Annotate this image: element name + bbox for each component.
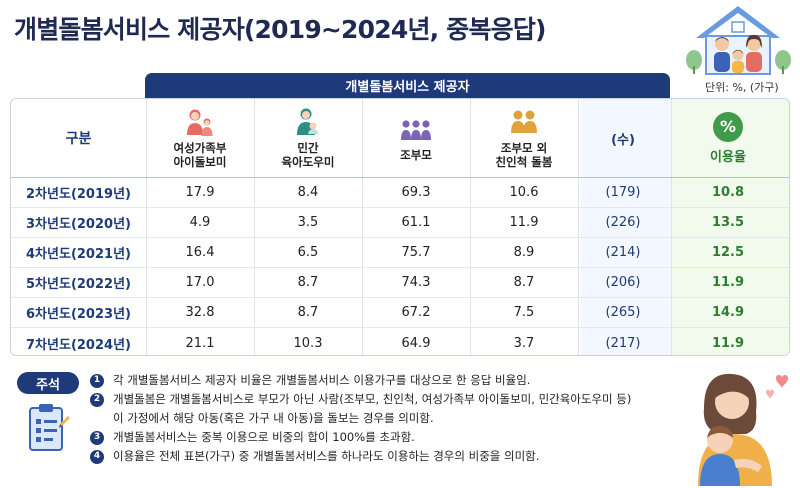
- header-grandparents: 조부모: [362, 99, 470, 177]
- cell-private: 10.3: [293, 335, 323, 351]
- table-row: 5차년도(2022년) 17.0 8.7 74.3 8.7 (206) 11.9: [11, 268, 789, 298]
- column-divider: [146, 99, 147, 355]
- page-title: 개별돌봄서비스 제공자(2019~2024년, 중복응답): [14, 15, 546, 44]
- cell-relatives: 8.9: [513, 245, 535, 260]
- column-divider: [470, 99, 471, 355]
- cell-usage: 11.9: [711, 275, 745, 290]
- header-relatives: 조부모 외 친인척 돌봄: [470, 99, 578, 177]
- header-mogef-babysitter: 여성가족부 아이돌보미: [146, 99, 254, 177]
- cell-mogef: 21.1: [185, 335, 215, 351]
- note-number: 4: [90, 449, 104, 464]
- count-column-shade: [581, 99, 671, 355]
- column-divider: [254, 99, 255, 355]
- row-label: 2차년도(2019년): [26, 187, 131, 202]
- column-divider: [362, 99, 363, 355]
- column-divider: [671, 99, 672, 355]
- usage-column-shade: [671, 99, 789, 355]
- header-mogef-babysitter-label: 여성가족부 아이돌보미: [173, 141, 227, 169]
- header-grandparents-label: 조부모: [400, 148, 432, 162]
- cell-usage: 14.9: [711, 305, 745, 320]
- cell-usage: 10.8: [711, 185, 745, 200]
- unit-label: 단위: %, (가구): [705, 81, 779, 94]
- provider-header-band: 개별돌봄서비스 제공자: [145, 73, 670, 98]
- cell-mogef: 17.9: [185, 185, 215, 200]
- cell-relatives: 7.5: [513, 305, 535, 320]
- note-item: 3 개별돌봄서비스는 중복 이용으로 비중의 합이 100%를 초과함.: [90, 428, 700, 447]
- note-number: 1: [90, 373, 104, 388]
- clipboard-icon: [29, 404, 70, 451]
- family-house-icon: [686, 6, 791, 75]
- table-row: 3차년도(2020년) 4.9 3.5 61.1 11.9 (226) 13.5: [11, 208, 789, 238]
- row-label: 3차년도(2020년): [26, 217, 131, 232]
- row-label: 4차년도(2021년): [26, 247, 131, 262]
- notes-list: 1 각 개별돌봄서비스 제공자 비율은 개별돌봄서비스 이용가구를 대상으로 한…: [90, 371, 700, 466]
- cell-relatives: 8.7: [513, 275, 535, 290]
- cell-mogef: 4.9: [189, 215, 211, 230]
- percent-icon: %: [713, 111, 743, 142]
- count-header: (수): [611, 132, 635, 148]
- cell-count: (265): [605, 305, 641, 320]
- table-header-row: 구분 여성가족부 아이돌보미: [11, 99, 789, 178]
- note-item: 4 이용율은 전체 표본(가구) 중 개별돌봄서비스를 하나라도 이용하는 경우…: [90, 447, 700, 466]
- cell-count: (206): [605, 275, 641, 290]
- cell-private: 3.5: [297, 215, 319, 230]
- usage-header-label: 이용율: [710, 149, 746, 165]
- usage-header: % 이용율: [668, 99, 788, 177]
- cell-grandparents: 69.3: [401, 185, 431, 200]
- cell-usage: 11.9: [711, 335, 745, 351]
- relatives-icon: [511, 110, 537, 133]
- grandparents-icon: [401, 120, 431, 140]
- data-table: 구분 여성가족부 아이돌보미: [10, 98, 790, 356]
- nanny-baby-icon: [297, 108, 318, 135]
- cell-mogef: 16.4: [185, 245, 215, 260]
- table-row: 2차년도(2019년) 17.9 8.4 69.3 10.6 (179) 10.…: [11, 178, 789, 208]
- cell-mogef: 17.0: [185, 275, 215, 290]
- header-private-nanny: 민간 육아도우미: [254, 99, 362, 177]
- note-number: 3: [90, 430, 104, 445]
- cell-grandparents: 64.9: [401, 335, 431, 351]
- row-label: 6차년도(2023년): [26, 307, 131, 322]
- table-row: 4차년도(2021년) 16.4 6.5 75.7 8.9 (214) 12.5: [11, 238, 789, 268]
- category-header: 구분: [65, 131, 92, 147]
- note-item: 1 각 개별돌봄서비스 제공자 비율은 개별돌봄서비스 이용가구를 대상으로 한…: [90, 371, 700, 390]
- mother-children-icon: [187, 109, 213, 136]
- cell-count: (214): [605, 245, 641, 260]
- cell-grandparents: 75.7: [401, 245, 431, 260]
- mother-child-illustration-icon: [698, 373, 788, 486]
- row-label: 7차년도(2024년): [26, 337, 131, 353]
- cell-grandparents: 74.3: [401, 275, 431, 290]
- table-row: 7차년도(2024년) 21.1 10.3 64.9 3.7 (217) 11.…: [11, 328, 789, 355]
- note-number: 2: [90, 392, 104, 407]
- cell-private: 8.4: [297, 185, 319, 200]
- cell-grandparents: 61.1: [401, 215, 431, 230]
- cell-count: (226): [605, 215, 641, 230]
- header-relatives-label: 조부모 외 친인척 돌봄: [495, 141, 553, 169]
- cell-count: (217): [605, 335, 641, 351]
- cell-private: 8.7: [297, 275, 319, 290]
- row-label: 5차년도(2022년): [26, 277, 131, 292]
- cell-private: 8.7: [297, 305, 319, 320]
- cell-private: 6.5: [297, 245, 319, 260]
- column-divider: [578, 99, 579, 355]
- cell-usage: 12.5: [711, 245, 745, 260]
- cell-grandparents: 67.2: [401, 305, 431, 320]
- cell-count: (179): [605, 185, 641, 200]
- cell-relatives: 10.6: [509, 185, 539, 200]
- cell-relatives: 3.7: [513, 335, 535, 351]
- header-private-nanny-label: 민간 육아도우미: [281, 141, 335, 169]
- notes-label: 주석: [17, 372, 79, 394]
- cell-mogef: 32.8: [185, 305, 215, 320]
- note-item: 2 개별돌봄은 개별돌봄서비스로 부모가 아닌 사람(조부모, 친인척, 여성가…: [90, 390, 700, 428]
- cell-relatives: 11.9: [509, 215, 539, 230]
- cell-usage: 13.5: [711, 215, 745, 230]
- table-row: 6차년도(2023년) 32.8 8.7 67.2 7.5 (265) 14.9: [11, 298, 789, 328]
